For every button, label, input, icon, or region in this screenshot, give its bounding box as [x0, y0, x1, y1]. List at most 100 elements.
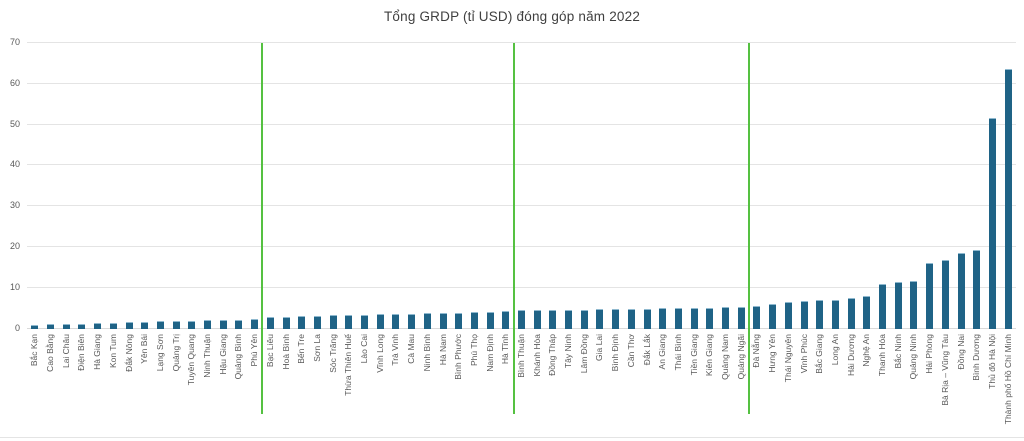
bar [62, 323, 70, 329]
x-axis-tick-label: Quảng Ngãi [735, 334, 746, 380]
x-axis-tick-label: Hưng Yên [767, 334, 778, 373]
bar [361, 314, 369, 329]
bar [251, 319, 259, 329]
x-axis-tick-label: Quảng Trị [170, 334, 181, 372]
x-axis-tick-label: Kon Tum [107, 334, 118, 369]
bar [973, 249, 981, 329]
x-axis-tick-label: Sơn La [311, 334, 322, 362]
x-axis-tick-label: Nam Định [484, 334, 495, 372]
x-axis-tick-label: Đồng Nai [955, 334, 966, 370]
x-axis-tick-label: Lâm Đồng [578, 334, 589, 374]
x-axis-tick-label: Bắc Kạn [29, 334, 40, 367]
x-axis-tick-label: Thanh Hóa [877, 334, 888, 377]
x-axis-tick-label: Quảng Nam [720, 334, 731, 380]
x-axis-tick-label: Hậu Giang [217, 334, 228, 375]
y-axis-tick-label: 50 [9, 118, 20, 129]
bar [172, 321, 180, 329]
x-axis-tick-label: Quảng Bình [233, 334, 244, 380]
x-axis-tick-label: Vĩnh Long [374, 334, 385, 373]
bar [156, 321, 164, 329]
bar [376, 314, 384, 329]
bar [863, 296, 871, 329]
x-axis-tick-label: Đồng Tháp [547, 334, 558, 376]
bar [580, 309, 588, 329]
bar [706, 307, 714, 329]
bar [722, 307, 730, 329]
x-axis-tick-label: An Giang [657, 334, 668, 370]
x-axis-tick-label: Sóc Trăng [327, 334, 338, 373]
x-axis-tick-label: Nghệ An [861, 334, 872, 367]
x-axis-tick-label: Tiền Giang [688, 334, 699, 376]
bar [941, 260, 949, 329]
gridline-y-10 [27, 286, 1016, 288]
bar [988, 118, 996, 329]
x-axis-tick-label: Thừa Thiên Huế [343, 334, 354, 396]
x-axis-tick-label: Đà Nẵng [751, 334, 762, 368]
x-axis-tick-label: Gia Lai [594, 334, 605, 361]
x-axis-tick-label: Đắk Nông [123, 334, 134, 372]
x-axis-tick-label: Yên Bái [139, 334, 150, 364]
bar [800, 300, 808, 329]
bar [125, 322, 133, 329]
bottom-border-line [0, 437, 1024, 438]
x-axis-tick-label: Lạng Sơn [154, 334, 165, 372]
bar [910, 281, 918, 329]
bar [266, 317, 274, 329]
gridline-y-60 [27, 82, 1016, 84]
bar [643, 308, 651, 329]
x-axis-tick-label: Hải Dương [845, 334, 856, 376]
bar [392, 313, 400, 329]
gridline-y-20 [27, 245, 1016, 247]
bar [926, 262, 934, 329]
bar [533, 310, 541, 329]
y-axis-tick-label: 20 [9, 240, 20, 251]
bar [784, 301, 792, 329]
x-axis-tick-label: Bình Phước [453, 334, 464, 380]
x-axis-tick-label: Thái Bình [672, 334, 683, 371]
bar [847, 297, 855, 329]
bar [957, 253, 965, 329]
bar [282, 316, 290, 329]
bar [486, 311, 494, 329]
bar [439, 312, 447, 329]
y-axis-tick-label: 30 [9, 200, 20, 211]
x-axis-tick-label: Bình Định [610, 334, 621, 372]
bar [47, 324, 55, 329]
x-axis-tick-label: Hà Giang [92, 334, 103, 370]
x-axis-tick-label: Bắc Giang [814, 334, 825, 374]
chart-title: Tổng GRDP (tỉ USD) đóng góp năm 2022 [383, 9, 641, 24]
bar [674, 308, 682, 329]
x-axis-tick-label: Hoà Bình [280, 334, 291, 370]
x-axis-tick-label: Phú Yên [249, 334, 260, 367]
y-axis-tick-label: 10 [9, 281, 20, 292]
group-separator-line [512, 42, 515, 414]
gridline-y-40 [27, 164, 1016, 166]
x-axis-tick-label: Hải Phòng [924, 334, 935, 374]
bar [408, 313, 416, 329]
x-axis-tick-label: Ninh Bình [421, 334, 432, 372]
x-axis-tick-label: Hà Tĩnh [500, 334, 511, 365]
x-axis-tick-label: Bạc Liêu [264, 334, 275, 368]
bar [737, 306, 745, 329]
y-axis-tick-label: 60 [9, 77, 20, 88]
x-axis-tick-label: Bắc Ninh [892, 334, 903, 369]
bar [1004, 69, 1012, 329]
x-axis-tick-label: Thái Nguyên [782, 334, 793, 383]
bar [141, 321, 149, 329]
bar [596, 309, 604, 329]
bar [549, 310, 557, 329]
group-separator-line [748, 42, 751, 414]
x-axis-tick-label: Lai Châu [60, 334, 71, 369]
x-axis-tick-label: Quảng Ninh [908, 334, 919, 380]
gridline-y-50 [27, 123, 1016, 125]
bar [31, 325, 39, 329]
bar [753, 305, 761, 329]
x-axis-tick-label: Phú Thọ [468, 334, 479, 366]
bar [627, 308, 635, 329]
bar [879, 283, 887, 329]
bar [109, 322, 117, 329]
bar [298, 316, 306, 329]
bar [518, 310, 525, 329]
x-axis-tick-label: Cao Bằng [45, 334, 56, 372]
